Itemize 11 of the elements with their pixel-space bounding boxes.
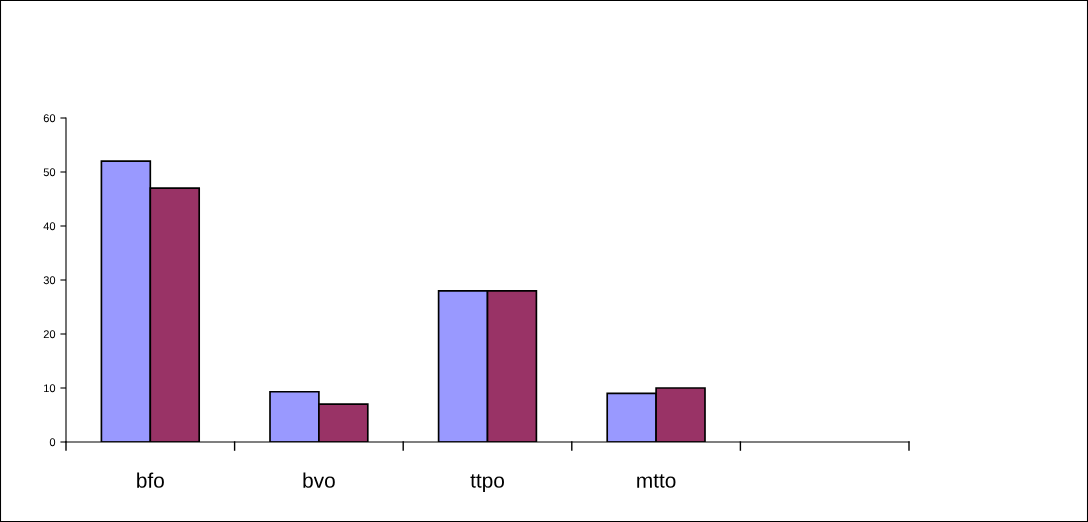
y-tick-label: 50 — [43, 168, 56, 177]
y-tick-label: 20 — [43, 330, 56, 339]
y-tick-label: 30 — [43, 276, 56, 285]
x-tick-label: mtto — [637, 474, 676, 488]
y-tick-label: 40 — [43, 222, 56, 231]
y-tick-label: 0 — [49, 438, 56, 447]
x-tick-label: ttpo — [470, 474, 504, 492]
x-tick-label: bfo — [137, 472, 164, 488]
x-tick-label: bvo — [303, 472, 335, 488]
y-tick-label: 60 — [43, 114, 56, 123]
y-tick-label: 10 — [44, 384, 56, 393]
